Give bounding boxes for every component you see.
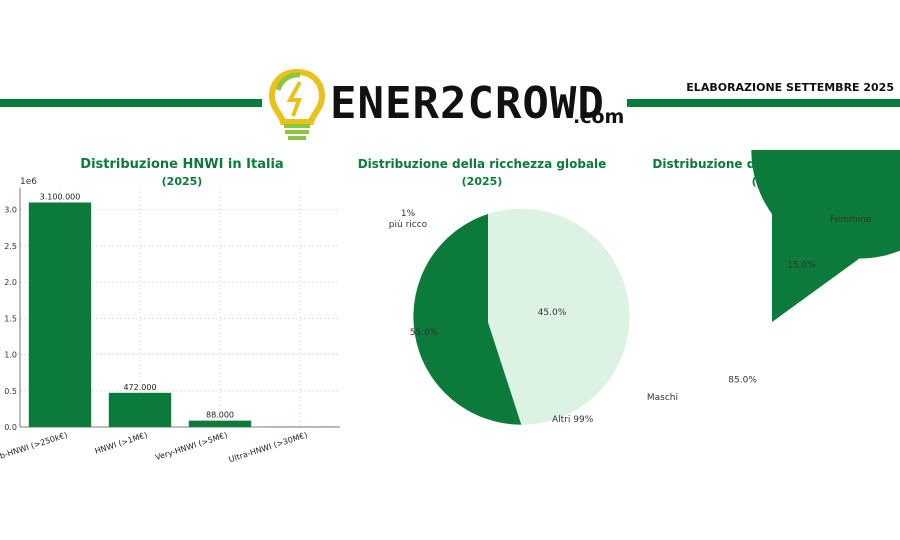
data-label: 88.000 xyxy=(206,411,234,420)
slice-label: Altri 99% xyxy=(552,415,594,425)
data-label: 472.000 xyxy=(123,383,156,392)
chart-subtitle: (2025) xyxy=(462,175,503,188)
pie-slice xyxy=(488,208,630,425)
header-rule-right xyxy=(627,99,900,107)
scale-label: 1e6 xyxy=(20,177,37,187)
bar xyxy=(28,202,92,427)
x-tick-label: Ultra-HNWI (>30M€) xyxy=(228,430,309,464)
pie-slice xyxy=(413,214,522,425)
x-tick-label: HNWI (>1M€) xyxy=(94,430,149,456)
x-tick-label: Very-HNWI (>5M€) xyxy=(154,430,228,462)
gender-pie-chart: Distribuzione di genere Ultra-HNWI (2025… xyxy=(647,150,900,403)
brand-logo[interactable]: ENER2CROWD .com xyxy=(266,66,626,146)
pct-label: 85.0% xyxy=(728,376,757,386)
slice-label: Femmine xyxy=(830,215,872,225)
brand-suffix: .com xyxy=(573,106,625,128)
bar xyxy=(108,392,172,427)
chart-title: Distribuzione della ricchezza globale xyxy=(358,157,607,171)
y-tick-label: 1.5 xyxy=(4,314,17,323)
header-rule-left xyxy=(0,99,262,107)
chart-title: Distribuzione HNWI in Italia xyxy=(80,157,283,172)
y-tick-label: 3.0 xyxy=(4,206,17,215)
x-tick-label: Sub-HNWI (>250k€) xyxy=(0,430,69,464)
lightbulb-icon xyxy=(268,68,326,140)
hnwi-bar-chart: Distribuzione HNWI in Italia (2025) 1e6 … xyxy=(0,157,340,464)
pct-label: 55.0% xyxy=(410,328,439,338)
caption: ELABORAZIONE SETTEMBRE 2025 xyxy=(686,81,894,94)
slice-label: Maschi xyxy=(647,393,678,403)
wealth-pie-chart: Distribuzione della ricchezza globale (2… xyxy=(358,157,630,425)
pct-label: 45.0% xyxy=(538,308,567,318)
bar xyxy=(188,420,252,427)
y-tick-label: 0.5 xyxy=(4,387,17,396)
pct-label: 15.0% xyxy=(787,260,816,270)
pie-slice xyxy=(751,150,900,322)
slice-label: 1% più ricco xyxy=(389,209,428,230)
y-tick-label: 2.5 xyxy=(4,242,17,251)
y-tick-label: 2.0 xyxy=(4,278,17,287)
brand-name: ENER2CROWD xyxy=(330,78,605,129)
chart-subtitle: (2025) xyxy=(162,175,203,188)
data-label: 3.100.000 xyxy=(40,192,81,201)
y-tick-label: 1.0 xyxy=(4,351,17,360)
y-tick-label: 0.0 xyxy=(4,423,17,432)
